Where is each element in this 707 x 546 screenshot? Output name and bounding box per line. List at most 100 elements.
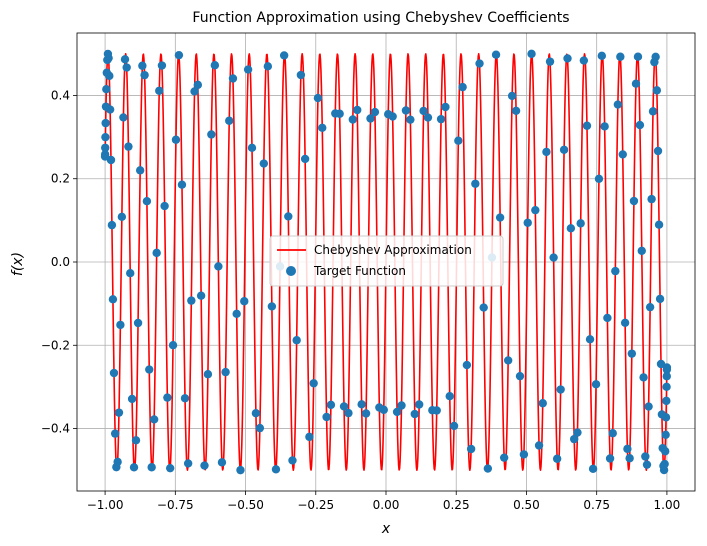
scatter-point xyxy=(348,115,358,124)
x-tick-label: −0.75 xyxy=(157,498,194,512)
scatter-point xyxy=(637,246,646,256)
scatter-point xyxy=(370,107,380,117)
scatter-point xyxy=(168,341,178,350)
scatter-point xyxy=(523,218,532,227)
y-tick-label: −0.2 xyxy=(41,338,70,352)
scatter-point xyxy=(655,294,665,304)
scatter-point xyxy=(410,409,419,419)
scatter-point xyxy=(552,454,562,463)
scatter-point xyxy=(214,262,223,271)
x-tick-label: −0.25 xyxy=(297,498,334,512)
y-axis-label: f(x) xyxy=(10,252,26,276)
scatter-point xyxy=(163,393,172,402)
scatter-point xyxy=(165,463,175,473)
scatter-point xyxy=(594,174,604,183)
scatter-point xyxy=(597,51,607,61)
scatter-point xyxy=(263,62,273,71)
scatter-point xyxy=(639,373,648,382)
x-tick-label: 0.00 xyxy=(373,498,400,512)
scatter-point xyxy=(579,56,589,65)
scatter-point xyxy=(531,205,540,215)
scatter-point xyxy=(225,116,234,125)
scatter-point xyxy=(109,368,119,378)
scatter-point xyxy=(131,436,141,445)
scatter-point xyxy=(101,102,111,111)
scatter-point xyxy=(247,143,257,153)
scatter-point xyxy=(475,59,484,68)
scatter-point xyxy=(236,465,245,475)
scatter-point xyxy=(659,461,668,471)
scatter-point xyxy=(375,403,384,412)
scatter-point xyxy=(449,421,459,431)
scatter-point xyxy=(207,130,216,139)
scatter-point xyxy=(642,460,652,469)
scatter-point xyxy=(605,454,615,463)
scatter-point xyxy=(326,400,336,410)
scatter-point xyxy=(515,371,525,381)
scatter-point xyxy=(322,412,331,422)
scatter-point xyxy=(221,367,230,377)
scatter-point xyxy=(641,452,650,461)
scatter-point xyxy=(633,52,643,61)
scatter-point xyxy=(479,303,488,312)
legend-scatter-swatch xyxy=(286,266,296,276)
scatter-point xyxy=(625,454,634,463)
scatter-point xyxy=(657,410,667,419)
scatter-point xyxy=(232,309,241,319)
scatter-point xyxy=(196,291,206,300)
scatter-point xyxy=(631,79,641,88)
scatter-point xyxy=(122,63,131,72)
scatter-point xyxy=(124,142,133,151)
scatter-point xyxy=(117,212,127,222)
scatter-point xyxy=(538,399,547,408)
scatter-point xyxy=(441,102,450,112)
scatter-point xyxy=(662,396,671,406)
scatter-point xyxy=(138,61,147,70)
scatter-point xyxy=(545,57,555,66)
scatter-point xyxy=(240,297,249,306)
scatter-point xyxy=(603,313,612,323)
scatter-point xyxy=(101,118,110,128)
scatter-point xyxy=(190,87,199,96)
scatter-point xyxy=(296,70,306,80)
scatter-point xyxy=(110,429,120,438)
x-axis: −1.00 −0.75 −0.50 −0.25 0.00 0.25 0.50 0.75 1.00 xyxy=(87,491,680,512)
legend-label-line: Chebyshev Approximation xyxy=(314,243,472,257)
scatter-point xyxy=(313,93,323,103)
scatter-point xyxy=(187,296,196,305)
scatter-point xyxy=(259,159,269,168)
scatter-point xyxy=(339,402,349,411)
scatter-point xyxy=(644,402,653,411)
scatter-point xyxy=(228,74,238,83)
scatter-point xyxy=(129,463,139,472)
scatter-point xyxy=(155,86,164,95)
scatter-point xyxy=(573,428,582,437)
scatter-point xyxy=(613,100,623,109)
scatter-point xyxy=(318,123,327,133)
scatter-point xyxy=(243,65,253,74)
scatter-point xyxy=(542,147,551,157)
scatter-point xyxy=(458,82,467,92)
scatter-point xyxy=(491,50,501,59)
scatter-point xyxy=(217,458,227,467)
series-layer xyxy=(100,49,672,475)
scatter-point xyxy=(145,365,154,374)
scatter-point xyxy=(658,443,667,453)
scatter-point xyxy=(152,248,161,258)
scatter-point xyxy=(107,220,117,230)
scatter-point xyxy=(507,91,517,101)
scatter-point xyxy=(119,113,128,122)
scatter-point xyxy=(157,61,167,70)
legend-label-scatter: Target Function xyxy=(313,264,406,278)
scatter-point xyxy=(126,268,135,278)
scatter-point xyxy=(251,409,261,418)
scatter-point xyxy=(635,120,645,130)
x-tick-label: −0.50 xyxy=(227,498,264,512)
scatter-point xyxy=(305,432,314,442)
scatter-point xyxy=(160,201,169,211)
scatter-point xyxy=(127,394,137,404)
scatter-point xyxy=(576,219,585,228)
x-tick-label: 0.25 xyxy=(443,498,470,512)
scatter-point xyxy=(419,106,428,116)
